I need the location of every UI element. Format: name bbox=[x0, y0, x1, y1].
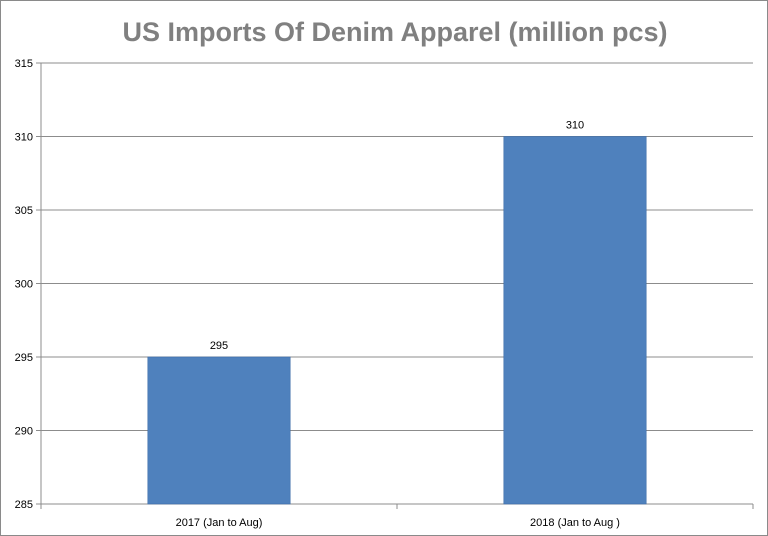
y-tick-label: 285 bbox=[15, 499, 33, 511]
category-label: 2018 (Jan to Aug ) bbox=[530, 517, 620, 529]
y-tick-label: 300 bbox=[15, 279, 33, 291]
labels: 285 290 295 300 305 310 315 295 2017 (Jan to Aug… bbox=[15, 58, 620, 529]
bars bbox=[147, 136, 647, 505]
y-tick-label: 315 bbox=[15, 58, 33, 70]
category-label: 2017 (Jan to Aug) bbox=[176, 517, 263, 529]
data-label: 310 bbox=[566, 120, 584, 132]
y-tick-label: 295 bbox=[15, 352, 33, 364]
y-tick-label: 310 bbox=[15, 132, 33, 144]
bar bbox=[147, 356, 291, 505]
y-tick-label: 305 bbox=[15, 205, 33, 217]
bar bbox=[503, 136, 647, 505]
y-tick-label: 290 bbox=[15, 426, 33, 438]
data-label: 295 bbox=[210, 340, 228, 352]
chart-title: US Imports Of Denim Apparel (million pcs… bbox=[122, 17, 667, 47]
